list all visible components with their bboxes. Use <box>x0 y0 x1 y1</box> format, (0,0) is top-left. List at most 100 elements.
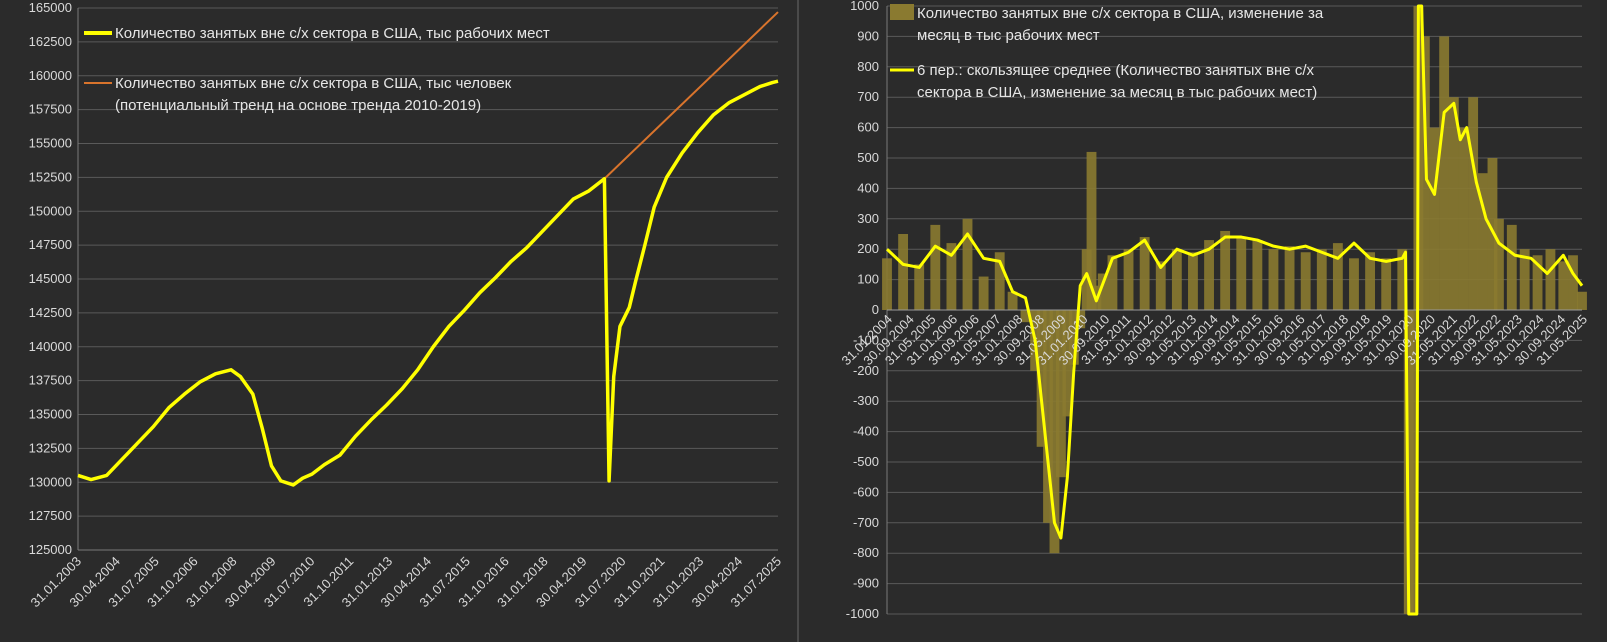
chart2-bar <box>1532 255 1543 310</box>
chart2-y-tick: -1000 <box>846 606 879 621</box>
chart2-y-tick: -100 <box>853 332 879 347</box>
chart2-bar <box>1236 237 1247 310</box>
chart2-y-tick: 900 <box>857 28 879 43</box>
chart2-y-tick: 400 <box>857 180 879 195</box>
chart2-bar <box>1268 249 1279 310</box>
chart2-y-tick: -900 <box>853 576 879 591</box>
chart2-bar <box>1493 218 1504 310</box>
chart1-legend-label-2a: Количество занятых вне с/х сектора в США… <box>115 75 512 92</box>
chart1-y-tick: 155000 <box>29 136 72 151</box>
chart1-y-tick: 127500 <box>29 508 72 523</box>
chart2-bar <box>1043 310 1053 523</box>
chart1-y-tick: 150000 <box>29 203 72 218</box>
chart2-bar <box>1252 240 1263 310</box>
chart2-y-tick: -300 <box>853 393 879 408</box>
chart2-bar <box>1036 310 1047 447</box>
chart2-y-tick: 800 <box>857 59 879 74</box>
chart2-bar <box>1568 255 1578 310</box>
chart2-bar <box>1519 249 1530 310</box>
employment-level-chart: 125000 127500 130000 132500 135000 137500 1400… <box>27 0 784 610</box>
chart2-bar <box>1429 127 1440 310</box>
chart2-bar <box>1448 97 1459 310</box>
chart2-bar <box>1332 243 1343 310</box>
chart2-bar <box>1458 127 1469 310</box>
chart2-bar <box>1439 36 1450 311</box>
chart2-bar <box>1097 273 1108 310</box>
chart2-legend-label-1: месяц в тыс рабочих мест <box>917 27 1100 44</box>
chart2-y-tick: -200 <box>853 363 879 378</box>
chart1-y-tick: 135000 <box>29 407 72 422</box>
chart2-bar <box>914 264 925 310</box>
chart2-bar <box>1577 291 1587 310</box>
chart2-y-tick: 100 <box>857 272 879 287</box>
chart1-y-tick: 162500 <box>29 34 72 49</box>
chart2-legend-label-1: Количество занятых вне с/х сектора в США… <box>917 5 1324 22</box>
chart2-y-tick: 600 <box>857 120 879 135</box>
chart2-bar <box>978 276 989 310</box>
chart2-bar <box>1075 310 1086 329</box>
chart2-bar <box>1220 230 1231 310</box>
chart2-y-tick: -800 <box>853 545 879 560</box>
chart1-y-tick: 152500 <box>29 169 72 184</box>
chart1-trend-line <box>603 11 779 180</box>
chart2-bar <box>1049 310 1060 554</box>
chart2-bar <box>1300 252 1311 310</box>
chart2-y-tick: -500 <box>853 454 879 469</box>
chart2-bar <box>1139 237 1150 310</box>
chart1-y-tick: 165000 <box>29 0 72 15</box>
monthly-change-chart: -1000-900-800-700-600-500-400-300-200-10… <box>838 0 1590 621</box>
chart1-y-tick: 160000 <box>29 68 72 83</box>
chart1-legend-label-1: Количество занятых вне с/х сектора в США… <box>115 25 550 42</box>
chart2-y-tick: 300 <box>857 211 879 226</box>
chart2-bar <box>882 258 892 310</box>
chart1-y-tick: 142500 <box>29 305 72 320</box>
chart1-employment-line <box>77 79 779 487</box>
chart2-bar <box>1381 258 1392 310</box>
chart2-bar <box>1188 252 1198 310</box>
chart1-y-tick: 145000 <box>29 271 72 286</box>
chart2-bar <box>1349 258 1359 310</box>
chart2-y-tick: -600 <box>853 484 879 499</box>
chart2-moving-average-line <box>885 4 1584 616</box>
chart2-bar <box>1365 252 1376 310</box>
chart2-bar <box>1107 255 1118 310</box>
chart1-y-tick: 137500 <box>29 373 72 388</box>
chart2-bar <box>1020 310 1031 323</box>
chart1-y-tick: 140000 <box>29 339 72 354</box>
chart1-y-tick: 157500 <box>29 102 72 117</box>
chart2-bar <box>1068 310 1079 365</box>
chart2-bar <box>1397 249 1408 310</box>
chart1-legend-label-2b: (потенциальный тренд на основе тренда 20… <box>115 97 481 114</box>
chart2-bar <box>1086 151 1097 310</box>
chart2-bar <box>1007 291 1018 310</box>
chart2-y-tick: 1000 <box>850 0 879 13</box>
chart2-bar <box>930 224 941 310</box>
chart1-y-tick: 130000 <box>29 474 72 489</box>
chart2-bar <box>1284 246 1295 310</box>
chart2-bar <box>1477 173 1488 310</box>
chart2-bar <box>962 218 973 310</box>
chart2-bar <box>1062 310 1073 417</box>
chart2-bar <box>1055 310 1066 478</box>
chart2-bar <box>1468 97 1479 310</box>
chart2-legend-swatch-1 <box>890 4 914 20</box>
chart2-y-tick: -700 <box>853 515 879 530</box>
chart2-bar <box>1171 249 1182 310</box>
chart2-bar <box>1316 249 1327 310</box>
chart1-y-tick: 147500 <box>29 237 72 252</box>
chart2-y-tick: -400 <box>853 424 879 439</box>
chart2-y-tick: 500 <box>857 150 879 165</box>
chart2-y-tick: 0 <box>872 302 879 317</box>
chart2-bar <box>1155 261 1166 310</box>
chart2-legend-label-2: 6 пер.: скользящее среднее (Количество з… <box>917 62 1314 79</box>
chart2-bar <box>1408 310 1419 614</box>
chart1-y-tick: 125000 <box>29 542 72 557</box>
chart1-y-tick: 132500 <box>29 440 72 455</box>
chart2-bar <box>994 252 1005 310</box>
chart2-bar <box>1545 249 1556 310</box>
chart2-bar <box>1123 249 1134 310</box>
chart2-bar <box>1204 240 1214 310</box>
chart2-y-tick: 200 <box>857 241 879 256</box>
